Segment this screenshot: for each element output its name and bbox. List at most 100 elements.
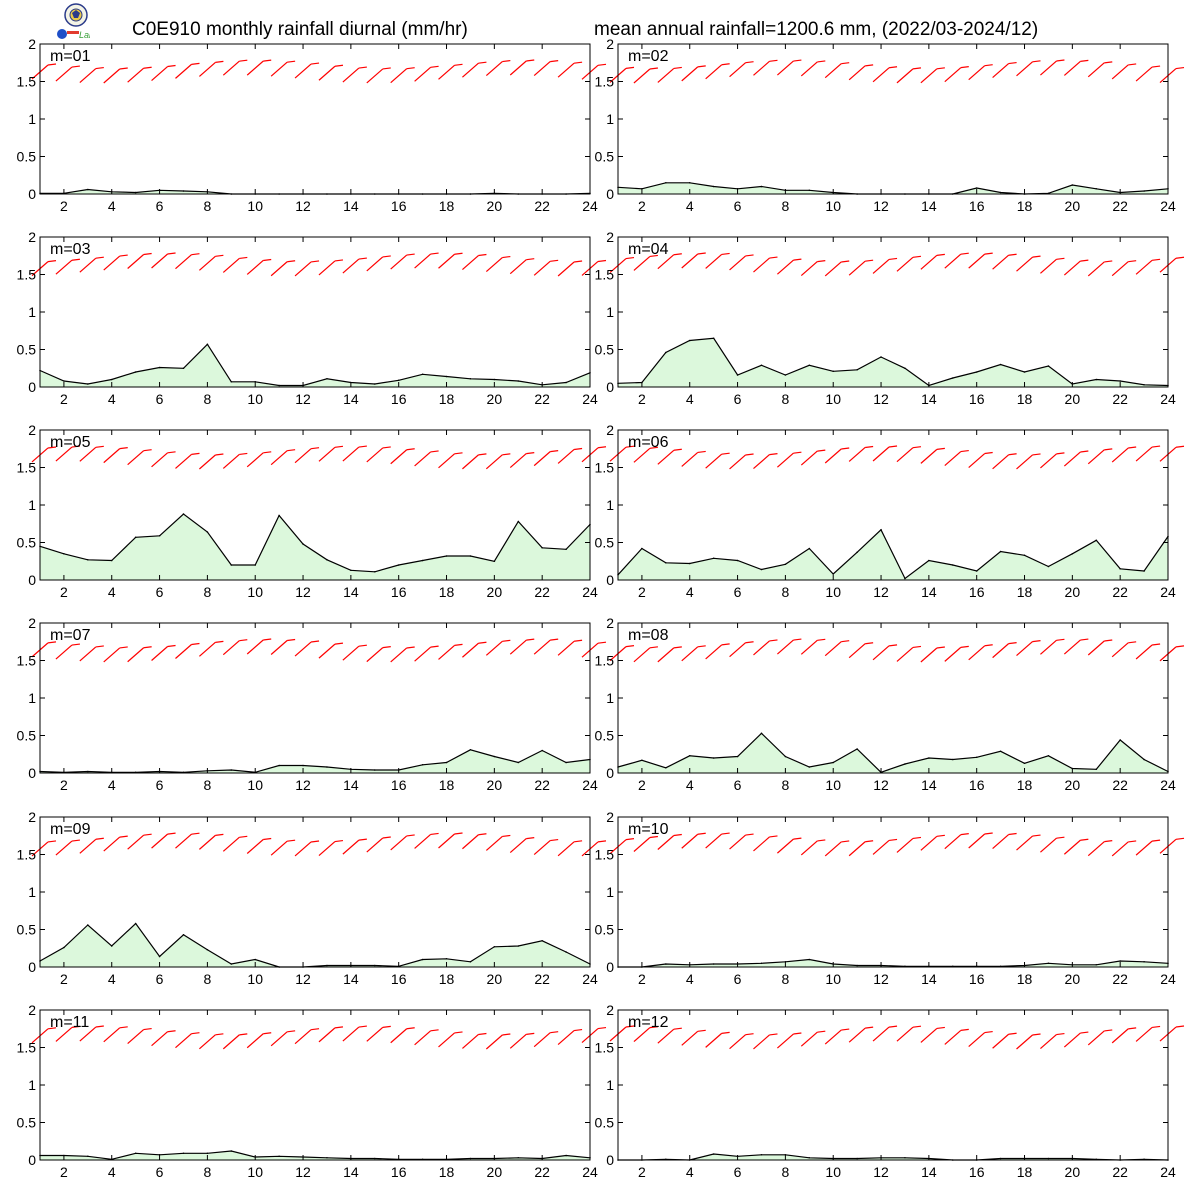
y-tick-label: 0.5 bbox=[17, 1115, 37, 1131]
x-tick-label: 16 bbox=[969, 971, 985, 987]
x-tick-label: 14 bbox=[921, 777, 937, 793]
data-point bbox=[278, 764, 280, 767]
data-point bbox=[904, 1156, 906, 1159]
y-tick-label: 1 bbox=[28, 1077, 36, 1093]
data-point bbox=[1119, 739, 1121, 741]
data-point bbox=[1071, 552, 1074, 555]
x-tick-label: 22 bbox=[534, 391, 550, 407]
data-point bbox=[856, 1157, 858, 1160]
y-tick-label: 1.5 bbox=[17, 847, 37, 863]
y-tick-label: 1 bbox=[606, 111, 614, 127]
data-point bbox=[1143, 383, 1145, 386]
x-tick-label: 16 bbox=[391, 777, 407, 793]
x-tick-label: 16 bbox=[969, 584, 985, 600]
data-point bbox=[1143, 960, 1145, 963]
data-point bbox=[254, 564, 257, 566]
x-tick-label: 22 bbox=[1112, 391, 1128, 407]
panel-label: m=03 bbox=[50, 241, 91, 258]
data-point bbox=[999, 191, 1002, 194]
data-point bbox=[784, 755, 787, 758]
data-point bbox=[158, 534, 161, 537]
x-tick-label: 6 bbox=[156, 971, 164, 987]
data-point bbox=[1047, 365, 1050, 367]
data-point bbox=[856, 551, 858, 554]
data-point bbox=[784, 374, 787, 376]
data-point bbox=[832, 573, 835, 575]
rainfall-line bbox=[618, 1153, 1169, 1161]
data-point bbox=[469, 555, 472, 557]
rainfall-area bbox=[40, 189, 590, 194]
data-point bbox=[254, 958, 257, 961]
data-point bbox=[110, 945, 113, 947]
data-point bbox=[951, 758, 954, 761]
rainfall-area bbox=[40, 514, 590, 580]
data-point bbox=[230, 564, 233, 566]
x-tick-label: 20 bbox=[487, 584, 503, 600]
data-point bbox=[904, 577, 906, 580]
x-tick-label: 18 bbox=[439, 777, 455, 793]
x-tick-label: 8 bbox=[203, 971, 211, 987]
data-point bbox=[1047, 1157, 1050, 1160]
data-point bbox=[493, 945, 496, 948]
x-tick-label: 4 bbox=[686, 777, 694, 793]
data-point bbox=[808, 1156, 811, 1159]
x-tick-label: 6 bbox=[156, 391, 164, 407]
x-tick-label: 6 bbox=[156, 198, 164, 214]
data-point bbox=[641, 759, 643, 762]
x-tick-label: 10 bbox=[825, 777, 841, 793]
x-tick-label: 20 bbox=[1065, 971, 1081, 987]
data-point bbox=[1023, 554, 1026, 557]
x-tick-label: 24 bbox=[1160, 777, 1176, 793]
x-tick-label: 24 bbox=[582, 777, 598, 793]
wind-barbs bbox=[31, 1025, 607, 1050]
y-tick-label: 0.5 bbox=[17, 728, 37, 744]
data-point bbox=[928, 757, 930, 759]
x-tick-label: 6 bbox=[734, 971, 742, 987]
data-point bbox=[469, 377, 472, 380]
x-tick-label: 24 bbox=[1160, 198, 1176, 214]
x-tick-label: 2 bbox=[638, 1164, 646, 1180]
x-tick-label: 2 bbox=[638, 971, 646, 987]
data-point bbox=[904, 367, 906, 370]
data-point bbox=[206, 948, 209, 951]
x-tick-label: 24 bbox=[582, 584, 598, 600]
data-point bbox=[445, 375, 448, 378]
data-point bbox=[87, 188, 89, 191]
data-point bbox=[904, 763, 906, 765]
x-tick-label: 20 bbox=[1065, 777, 1081, 793]
y-tick-label: 0.5 bbox=[17, 535, 37, 551]
x-tick-label: 2 bbox=[638, 777, 646, 793]
data-point bbox=[1023, 762, 1026, 765]
data-point bbox=[541, 749, 543, 752]
data-point bbox=[230, 769, 233, 771]
data-point bbox=[712, 963, 715, 965]
data-point bbox=[541, 939, 543, 942]
y-tick-label: 0 bbox=[606, 186, 614, 202]
rainfall-line bbox=[618, 958, 1169, 968]
x-tick-label: 8 bbox=[203, 198, 211, 214]
data-point bbox=[808, 766, 811, 768]
x-tick-label: 14 bbox=[921, 198, 937, 214]
y-tick-label: 2 bbox=[606, 1002, 614, 1018]
plot-frame bbox=[39, 1009, 591, 1161]
y-tick-label: 2 bbox=[28, 809, 36, 825]
panel-label: m=05 bbox=[50, 434, 91, 451]
x-tick-label: 14 bbox=[343, 584, 359, 600]
x-tick-label: 18 bbox=[1017, 391, 1033, 407]
chart-title: C0E910 monthly rainfall diurnal (mm/hr) bbox=[132, 19, 468, 40]
wind-barbs bbox=[31, 832, 607, 857]
data-point bbox=[373, 383, 376, 385]
wind-barbs bbox=[31, 445, 607, 470]
x-tick-label: 2 bbox=[60, 391, 68, 407]
y-tick-label: 1 bbox=[606, 690, 614, 706]
y-tick-label: 1 bbox=[606, 884, 614, 900]
panel-label: m=09 bbox=[50, 821, 91, 838]
x-tick-label: 18 bbox=[439, 198, 455, 214]
x-tick-label: 22 bbox=[534, 584, 550, 600]
x-tick-label: 14 bbox=[343, 777, 359, 793]
x-tick-label: 12 bbox=[873, 971, 889, 987]
data-point bbox=[421, 373, 424, 376]
data-point bbox=[665, 766, 667, 769]
